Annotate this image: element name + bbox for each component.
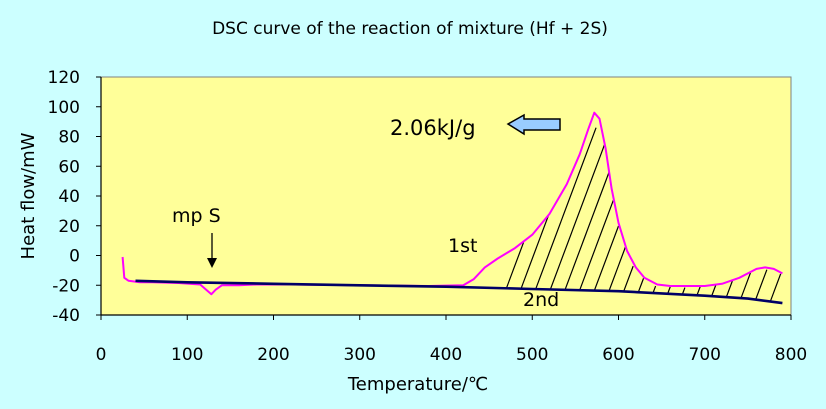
hatch-line — [755, 269, 768, 300]
plot-area — [100, 76, 792, 316]
x-tick-label: 800 — [775, 345, 807, 365]
x-tick-label: 300 — [344, 345, 376, 365]
energy-label: 2.06kJ/g — [390, 116, 476, 140]
hatch-line — [696, 285, 701, 296]
hatch-line — [608, 246, 626, 292]
hatch-line — [520, 214, 550, 289]
x-tick-label: 700 — [689, 345, 721, 365]
hatch-line — [769, 273, 782, 302]
x-tick-label: 400 — [430, 345, 462, 365]
hatch-line — [740, 272, 752, 299]
energy-arrow-icon — [506, 113, 561, 136]
series-line-first-run — [121, 111, 783, 296]
y-tick-label: 60 — [58, 157, 80, 177]
axis-ticks: 0 100 200 300 400 500 600 700 800 -40 -20 0 20 40 60 80… — [48, 68, 808, 365]
y-tick-label: 120 — [48, 68, 80, 88]
hatch-line — [637, 278, 645, 293]
x-tick-label: 200 — [257, 345, 289, 365]
y-axis-title: Heat flow/mW — [18, 132, 39, 259]
x-tick-label: 600 — [602, 345, 634, 365]
second-run-label: 2nd — [523, 289, 559, 311]
hatch-line — [579, 200, 614, 291]
mp-s-label: mp S — [172, 205, 221, 227]
hatch-line — [711, 284, 717, 297]
series-lines — [121, 111, 783, 305]
y-tick-label: 0 — [69, 247, 80, 267]
hatch-line — [535, 127, 597, 290]
y-tick-label: 20 — [58, 217, 80, 237]
y-tick-label: 100 — [48, 98, 80, 118]
y-tick-label: 40 — [58, 187, 80, 207]
y-tick-label: -40 — [52, 306, 80, 326]
x-tick-label: 0 — [96, 345, 107, 365]
hatch-line — [549, 143, 606, 290]
x-tick-label: 100 — [171, 345, 203, 365]
hatch-line — [725, 280, 733, 298]
first-run-label: 1st — [448, 235, 477, 257]
x-axis-title: Temperature/℃ — [347, 374, 488, 395]
series-line-second-run — [135, 279, 783, 305]
x-tick-label: 500 — [516, 345, 548, 365]
hatch-line — [623, 265, 634, 292]
y-tick-label: -20 — [52, 276, 80, 296]
mp-s-arrow-head — [207, 258, 217, 268]
hatch-line — [505, 241, 525, 289]
y-tick-label: 80 — [58, 128, 80, 148]
hatch-line — [593, 225, 620, 291]
chart-title: DSC curve of the reaction of mixture (Hf… — [212, 19, 608, 39]
hatch-line — [564, 172, 610, 291]
